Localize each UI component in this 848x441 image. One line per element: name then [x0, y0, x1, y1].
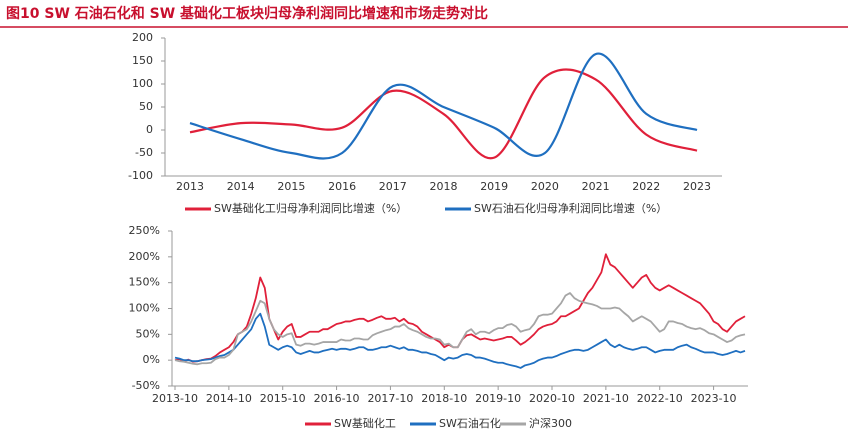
x-tick-label: 2023-10	[691, 392, 737, 405]
legend-label: SW基础化工	[334, 416, 396, 430]
legend-label: SW基础化工归母净利润同比增速（%）	[214, 201, 407, 215]
y-tick-label: 0	[146, 123, 153, 136]
legend-label: SW石油石化	[439, 416, 501, 430]
x-tick-label: 2017	[379, 180, 407, 193]
x-tick-label: 2016-10	[314, 392, 360, 405]
x-tick-label: 2018	[430, 180, 458, 193]
y-tick-label: 200%	[129, 250, 160, 263]
series-line	[189, 68, 698, 160]
legend-label: 沪深300	[529, 416, 572, 430]
x-tick-label: 2018-10	[421, 392, 467, 405]
x-tick-label: 2017-10	[367, 392, 413, 405]
x-tick-label: 2021	[582, 180, 610, 193]
x-tick-label: 2013	[176, 180, 204, 193]
x-tick-label: 2013-10	[152, 392, 198, 405]
legend-label: SW石油石化归母净利润同比增速（%）	[474, 201, 667, 215]
x-tick-label: 2021-10	[583, 392, 629, 405]
y-tick-label: 150	[132, 54, 153, 67]
series-line	[189, 52, 698, 160]
x-tick-label: 2020-10	[529, 392, 575, 405]
x-tick-label: 2014	[227, 180, 255, 193]
x-tick-label: 2015	[277, 180, 305, 193]
y-tick-label: 100	[132, 77, 153, 90]
x-tick-label: 2020	[531, 180, 559, 193]
y-tick-label: 0%	[143, 353, 160, 366]
x-tick-label: 2022-10	[637, 392, 683, 405]
page-title: 图10 SW 石油石化和 SW 基础化工板块归母净利润同比增速和市场走势对比	[6, 5, 488, 22]
series-line	[174, 312, 746, 369]
x-tick-label: 2016	[328, 180, 356, 193]
y-tick-label: 50%	[136, 327, 160, 340]
y-tick-label: 150%	[129, 276, 160, 289]
x-tick-label: 2023	[683, 180, 711, 193]
y-tick-label: -50%	[132, 379, 160, 392]
x-tick-label: 2022	[632, 180, 660, 193]
x-tick-label: 2019	[480, 180, 508, 193]
x-tick-label: 2015-10	[260, 392, 306, 405]
series-line	[174, 253, 746, 363]
y-tick-label: 100%	[129, 302, 160, 315]
series-line	[174, 292, 746, 366]
x-tick-label: 2019-10	[475, 392, 521, 405]
y-tick-label: -100	[128, 169, 153, 182]
y-tick-label: -50	[135, 146, 153, 159]
y-tick-label: 50	[139, 100, 153, 113]
y-tick-label: 250%	[129, 224, 160, 237]
x-tick-label: 2014-10	[206, 392, 252, 405]
y-tick-label: 200	[132, 31, 153, 44]
